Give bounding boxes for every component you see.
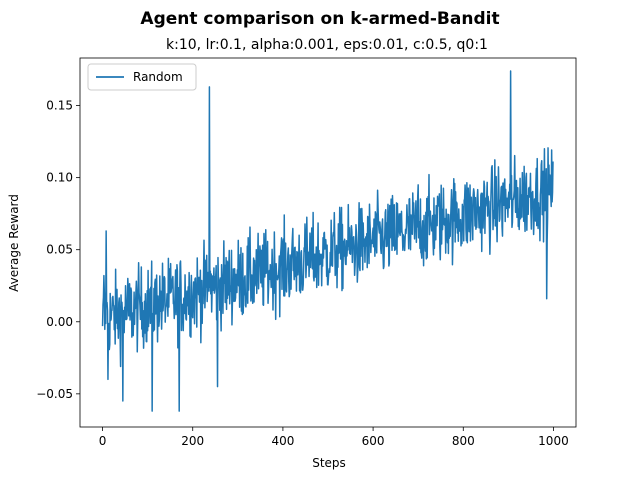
series-line-random: [101, 70, 554, 412]
x-tick-label: 0: [99, 434, 107, 448]
y-tick-label: 0.10: [46, 171, 73, 185]
x-tick-label: 1000: [538, 434, 569, 448]
ticks-layer: 0 200 400 600 800 1000 −0.05 0.00 0.05 0.10 0.15: [36, 99, 569, 448]
chart-subtitle: k:10, lr:0.1, alpha:0.001, eps:0.01, c:0…: [166, 37, 488, 53]
x-axis-label: Steps: [312, 456, 346, 470]
series-layer: [101, 70, 554, 412]
plot-area: [79, 57, 577, 428]
plot-frame: [79, 57, 577, 428]
chart-title: Agent comparison on k-armed-Bandit: [140, 9, 499, 29]
y-tick-label: 0.15: [46, 99, 73, 113]
x-tick-label: 600: [362, 434, 385, 448]
x-tick-label: 200: [181, 434, 204, 448]
y-tick-label: 0.05: [46, 243, 73, 257]
y-axis-label: Average Reward: [7, 194, 21, 292]
legend-label-random: Random: [133, 70, 183, 84]
x-tick-label: 800: [452, 434, 475, 448]
legend-box: [87, 63, 197, 91]
x-tick-label: 400: [271, 434, 294, 448]
y-tick-label: −0.05: [36, 387, 73, 401]
legend: Random: [87, 63, 197, 91]
y-tick-label: 0.00: [46, 315, 73, 329]
